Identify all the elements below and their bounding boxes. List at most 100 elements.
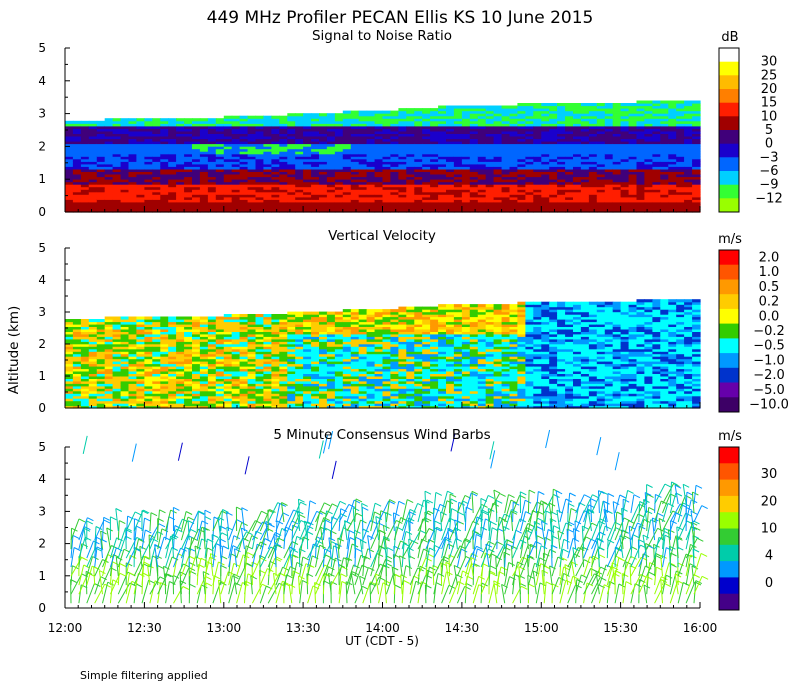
data-cell: [231, 398, 241, 402]
data-cell: [152, 194, 161, 198]
data-cell: [80, 373, 90, 377]
data-cell: [319, 331, 328, 335]
data-cell: [104, 209, 114, 213]
data-cell: [358, 115, 368, 119]
data-cell: [390, 168, 399, 172]
data-cell: [263, 158, 272, 162]
data-cell: [96, 136, 106, 140]
data-cell: [596, 148, 606, 152]
data-cell: [326, 373, 336, 377]
data-cell: [334, 133, 344, 137]
data-cell: [65, 179, 74, 183]
data-cell: [493, 108, 503, 112]
data-cell: [588, 179, 598, 183]
data-cell: [541, 181, 550, 185]
data-cell: [557, 123, 566, 127]
data-cell: [398, 326, 407, 330]
data-cell: [612, 115, 622, 119]
data-cell: [263, 321, 272, 325]
data-cell: [469, 146, 479, 150]
data-cell: [239, 201, 249, 205]
data-cell: [342, 390, 352, 394]
data-cell: [215, 321, 225, 325]
data-cell: [358, 204, 368, 208]
data-cell: [271, 125, 280, 129]
data-cell: [192, 405, 201, 409]
data-cell: [509, 201, 518, 205]
data-cell: [588, 108, 598, 112]
data-cell: [184, 400, 193, 404]
data-cell: [271, 206, 280, 210]
data-cell: [287, 171, 296, 175]
data-cell: [192, 171, 201, 175]
data-cell: [326, 153, 336, 157]
data-cell: [88, 181, 98, 185]
data-cell: [557, 133, 566, 137]
data-cell: [199, 196, 209, 200]
data-cell: [319, 156, 328, 160]
data-cell: [65, 393, 74, 397]
data-cell: [295, 388, 304, 392]
data-cell: [509, 204, 518, 208]
data-cell: [271, 395, 280, 399]
data-cell: [144, 358, 153, 362]
data-cell: [223, 373, 233, 377]
data-cell: [342, 348, 352, 352]
data-cell: [303, 115, 312, 119]
data-cell: [303, 194, 312, 198]
data-cell: [184, 201, 193, 205]
data-cell: [390, 186, 399, 190]
data-cell: [160, 375, 169, 379]
data-cell: [152, 398, 161, 402]
data-cell: [644, 186, 653, 190]
data-cell: [493, 136, 503, 140]
data-cell: [509, 171, 518, 175]
data-cell: [96, 378, 106, 382]
data-cell: [438, 136, 447, 140]
data-cell: [239, 373, 249, 377]
data-cell: [493, 204, 503, 208]
data-cell: [676, 136, 685, 140]
data-cell: [279, 346, 288, 350]
data-cell: [588, 151, 598, 155]
data-cell: [541, 133, 550, 137]
data-cell: [398, 115, 407, 119]
data-cell: [215, 316, 225, 320]
data-cell: [112, 209, 122, 213]
data-cell: [676, 156, 685, 160]
data-cell: [255, 123, 264, 127]
data-cell: [620, 138, 630, 142]
data-cell: [88, 375, 98, 379]
data-cell: [136, 199, 145, 203]
data-cell: [660, 163, 669, 167]
data-cell: [525, 156, 534, 160]
figure-title: 449 MHz Profiler PECAN Ellis KS 10 June …: [207, 8, 594, 28]
data-cell: [295, 363, 304, 367]
data-cell: [485, 153, 495, 157]
data-cell: [72, 398, 82, 402]
data-cell: [446, 105, 455, 109]
data-cell: [239, 123, 249, 127]
data-cell: [517, 133, 526, 137]
data-cell: [168, 361, 177, 365]
data-cell: [96, 125, 106, 129]
data-cell: [596, 166, 606, 170]
data-cell: [612, 141, 622, 145]
data-cell: [311, 153, 320, 157]
data-cell: [461, 174, 471, 178]
data-cell: [96, 395, 106, 399]
data-cell: [533, 148, 542, 152]
data-cell: [628, 123, 638, 127]
data-cell: [88, 346, 98, 350]
data-cell: [199, 351, 209, 355]
data-cell: [160, 130, 169, 134]
data-cell: [438, 146, 447, 150]
data-cell: [80, 356, 90, 360]
data-cell: [65, 368, 74, 372]
data-cell: [152, 146, 161, 150]
data-cell: [168, 143, 177, 147]
data-cell: [358, 166, 368, 170]
data-cell: [604, 105, 614, 109]
data-cell: [557, 151, 566, 155]
data-cell: [271, 328, 280, 332]
